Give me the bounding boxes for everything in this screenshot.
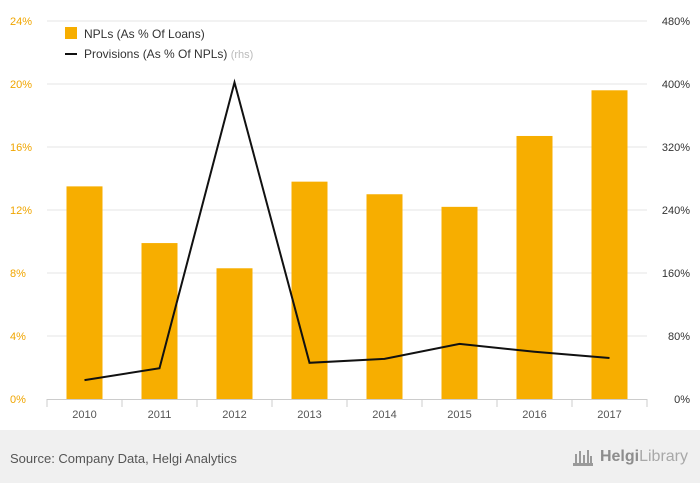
bar-2012 (216, 268, 253, 399)
right-axis-tick-label: 400% (662, 79, 690, 91)
x-axis-tick-label: 2012 (222, 409, 246, 421)
right-axis-tick-label: 320% (662, 142, 690, 154)
left-axis-tick-label: 24% (10, 16, 32, 28)
x-axis-tick-label: 2014 (372, 409, 396, 421)
legend-rhs-note: (rhs) (231, 49, 254, 61)
legend-label-npls: NPLs (As % Of Loans) (84, 27, 205, 41)
legend-label-provisions: Provisions (As % Of NPLs) (rhs) (84, 47, 253, 61)
bar-2013 (291, 181, 328, 399)
left-axis-tick-label: 16% (10, 142, 32, 154)
brand-main: Helgi (599, 448, 640, 465)
helgi-library-logo-icon (572, 450, 593, 466)
source-note: Source: Company Data, Helgi Analytics (10, 451, 237, 466)
bar-2014 (366, 194, 403, 399)
provisions-line (84, 78, 610, 382)
bar-2010 (66, 186, 103, 399)
left-axis-tick-label: 8% (10, 268, 26, 280)
brand: HelgiLibrary (572, 446, 688, 468)
left-axis-tick-label: 4% (10, 331, 26, 343)
right-axis-tick-label: 0% (674, 394, 690, 406)
right-axis-tick-label: 80% (668, 331, 690, 343)
brand-sub: Library (639, 448, 688, 465)
right-axis-tick-label: 160% (662, 268, 690, 280)
bar-2016 (516, 135, 553, 399)
chart: 0% 4% 8% 12% 16% 20% 24% 0% 80% 160% 240% 320% 400% 4… (10, 16, 690, 421)
bar-2015 (441, 206, 478, 399)
right-axis-tick-label: 240% (662, 205, 690, 217)
x-axis-tick-label: 2017 (597, 409, 621, 421)
x-axis-tick-label: 2015 (447, 409, 471, 421)
x-axis-tick-label: 2011 (148, 409, 172, 421)
left-axis-tick-label: 12% (10, 205, 32, 217)
left-axis-tick-label: 20% (10, 79, 32, 91)
left-axis-tick-label: 0% (10, 394, 26, 406)
x-axis-tick-label: 2013 (297, 409, 321, 421)
x-axis-tick-label: 2016 (522, 409, 546, 421)
bar-2017 (591, 90, 628, 400)
right-axis-tick-label: 480% (662, 16, 690, 28)
legend-swatch-npls (65, 27, 77, 39)
brand-text: HelgiLibrary (600, 448, 688, 466)
x-axis-tick-label: 2010 (72, 409, 96, 421)
